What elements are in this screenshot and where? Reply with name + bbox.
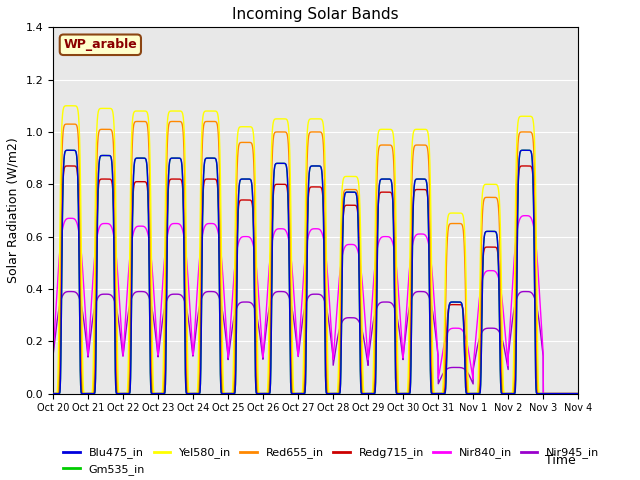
- Line: Nir945_in: Nir945_in: [53, 291, 578, 394]
- Nir945_in: [67, 288, 74, 294]
- Redg715_in: [273, 181, 281, 187]
- Nir945_in: [251, 305, 259, 311]
- Text: Time: Time: [545, 454, 576, 467]
- Nir945_in: [273, 289, 281, 295]
- Blu475_in: [574, 391, 582, 396]
- Red655_in: [109, 134, 116, 140]
- Nir840_in: [273, 226, 281, 232]
- Nir945_in: [564, 391, 572, 396]
- Gm535_in: [574, 391, 582, 396]
- Gm535_in: [140, 155, 148, 161]
- Red655_in: [251, 187, 259, 193]
- Redg715_in: [67, 163, 74, 169]
- Yel580_in: [140, 108, 148, 114]
- Nir945_in: [508, 324, 515, 330]
- Red655_in: [574, 391, 582, 396]
- Yel580_in: [508, 391, 515, 396]
- Line: Gm535_in: Gm535_in: [53, 150, 578, 394]
- Blu475_in: [67, 147, 74, 153]
- Blu475_in: [564, 391, 572, 396]
- Gm535_in: [508, 391, 515, 396]
- Yel580_in: [574, 391, 582, 396]
- Red655_in: [273, 129, 281, 135]
- Line: Yel580_in: Yel580_in: [53, 106, 578, 394]
- Line: Blu475_in: Blu475_in: [53, 150, 578, 394]
- Nir945_in: [109, 295, 117, 300]
- Nir945_in: [574, 391, 582, 396]
- Redg715_in: [508, 391, 515, 396]
- Blu475_in: [49, 391, 57, 396]
- Yel580_in: [251, 151, 259, 156]
- Nir840_in: [564, 391, 572, 396]
- Nir840_in: [574, 391, 582, 396]
- Redg715_in: [564, 391, 572, 396]
- Blu475_in: [508, 391, 515, 396]
- Blu475_in: [140, 155, 148, 161]
- Nir840_in: [109, 228, 116, 234]
- Nir840_in: [49, 391, 57, 396]
- Red655_in: [140, 119, 148, 124]
- Red655_in: [49, 391, 57, 396]
- Gm535_in: [67, 147, 74, 153]
- Gm535_in: [109, 190, 117, 196]
- Gm535_in: [273, 160, 281, 166]
- Yel580_in: [109, 111, 117, 117]
- Gm535_in: [564, 391, 572, 396]
- Gm535_in: [49, 391, 57, 396]
- Nir840_in: [140, 224, 148, 229]
- Title: Incoming Solar Bands: Incoming Solar Bands: [232, 7, 399, 22]
- Line: Nir840_in: Nir840_in: [53, 216, 578, 394]
- Nir945_in: [140, 289, 148, 295]
- Nir840_in: [522, 213, 529, 218]
- Redg715_in: [574, 391, 582, 396]
- Yel580_in: [273, 116, 281, 122]
- Gm535_in: [251, 311, 259, 317]
- Red655_in: [136, 119, 144, 124]
- Redg715_in: [49, 391, 57, 396]
- Text: WP_arable: WP_arable: [63, 38, 137, 51]
- Red655_in: [508, 391, 515, 396]
- Redg715_in: [251, 266, 259, 272]
- Line: Red655_in: Red655_in: [53, 121, 578, 394]
- Blu475_in: [251, 311, 259, 317]
- Blu475_in: [273, 160, 281, 166]
- Nir945_in: [49, 391, 57, 396]
- Yel580_in: [67, 103, 74, 108]
- Redg715_in: [140, 179, 148, 184]
- Legend: Blu475_in, Gm535_in, Yel580_in, Red655_in, Redg715_in, Nir840_in, Nir945_in: Blu475_in, Gm535_in, Yel580_in, Red655_i…: [58, 443, 604, 480]
- Blu475_in: [109, 190, 117, 196]
- Yel580_in: [564, 391, 572, 396]
- Yel580_in: [49, 391, 57, 396]
- Y-axis label: Solar Radiation (W/m2): Solar Radiation (W/m2): [7, 138, 20, 283]
- Line: Redg715_in: Redg715_in: [53, 166, 578, 394]
- Nir840_in: [250, 248, 258, 254]
- Redg715_in: [109, 192, 117, 198]
- Red655_in: [564, 391, 572, 396]
- Nir840_in: [508, 301, 515, 307]
